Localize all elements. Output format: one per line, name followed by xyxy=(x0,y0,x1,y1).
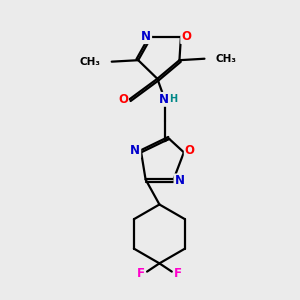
Text: F: F xyxy=(174,268,182,281)
Text: O: O xyxy=(185,144,195,158)
Text: N: N xyxy=(130,144,140,158)
Text: N: N xyxy=(141,30,151,43)
Text: CH₃: CH₃ xyxy=(80,57,100,67)
Text: F: F xyxy=(136,268,145,281)
Text: CH₃: CH₃ xyxy=(216,54,237,64)
Text: O: O xyxy=(118,93,128,106)
Text: H: H xyxy=(169,94,178,104)
Text: O: O xyxy=(181,30,191,43)
Text: N: N xyxy=(174,174,184,188)
Text: N: N xyxy=(159,93,169,106)
